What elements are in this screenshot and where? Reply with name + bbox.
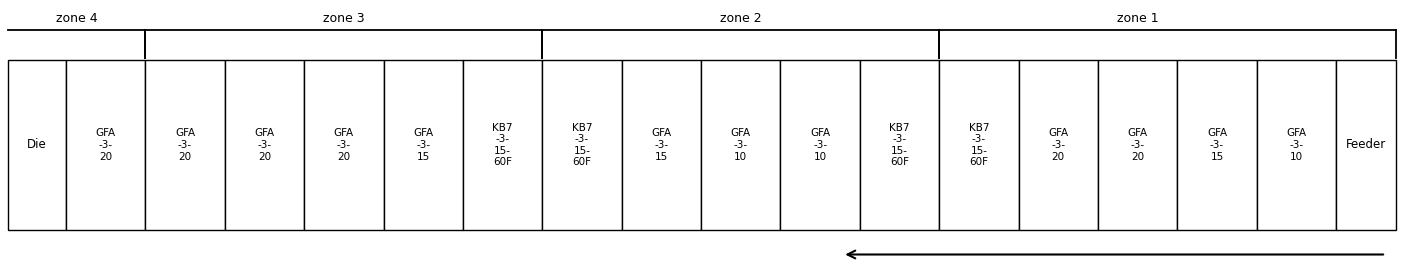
Bar (66, 60, 146, 230)
Text: Die: Die (27, 139, 46, 151)
Bar (622, 60, 701, 230)
Text: GFA
-3-
20: GFA -3- 20 (176, 128, 195, 162)
Bar (939, 60, 1018, 230)
Text: zone 1: zone 1 (1116, 12, 1158, 26)
Text: GFA
-3-
15: GFA -3- 15 (651, 128, 671, 162)
Text: GFA
-3-
20: GFA -3- 20 (254, 128, 275, 162)
Text: GFA
-3-
10: GFA -3- 10 (1286, 128, 1306, 162)
Bar (1018, 60, 1098, 230)
Bar (701, 60, 781, 230)
Text: GFA
-3-
20: GFA -3- 20 (1127, 128, 1147, 162)
Bar (8, 60, 66, 230)
Text: GFA
-3-
15: GFA -3- 15 (1207, 128, 1227, 162)
Text: GFA
-3-
10: GFA -3- 10 (730, 128, 751, 162)
Text: GFA
-3-
10: GFA -3- 10 (810, 128, 830, 162)
Bar (781, 60, 859, 230)
Bar (305, 60, 383, 230)
Text: GFA
-3-
15: GFA -3- 15 (413, 128, 434, 162)
Text: KB7
-3-
15-
60F: KB7 -3- 15- 60F (493, 123, 512, 167)
Text: zone 4: zone 4 (56, 12, 97, 26)
Bar (463, 60, 542, 230)
Bar (1177, 60, 1257, 230)
Bar (225, 60, 305, 230)
Bar (1257, 60, 1337, 230)
Bar (1098, 60, 1177, 230)
Text: zone 2: zone 2 (720, 12, 761, 26)
Bar (1337, 60, 1396, 230)
Text: Feeder: Feeder (1346, 139, 1386, 151)
Text: KB7
-3-
15-
60F: KB7 -3- 15- 60F (969, 123, 988, 167)
Text: zone 3: zone 3 (323, 12, 365, 26)
Text: GFA
-3-
20: GFA -3- 20 (1049, 128, 1068, 162)
Bar (383, 60, 463, 230)
Text: KB7
-3-
15-
60F: KB7 -3- 15- 60F (571, 123, 592, 167)
Bar (859, 60, 939, 230)
Text: GFA
-3-
20: GFA -3- 20 (334, 128, 354, 162)
Text: GFA
-3-
20: GFA -3- 20 (95, 128, 115, 162)
Text: KB7
-3-
15-
60F: KB7 -3- 15- 60F (889, 123, 910, 167)
Bar (542, 60, 622, 230)
Bar (146, 60, 225, 230)
